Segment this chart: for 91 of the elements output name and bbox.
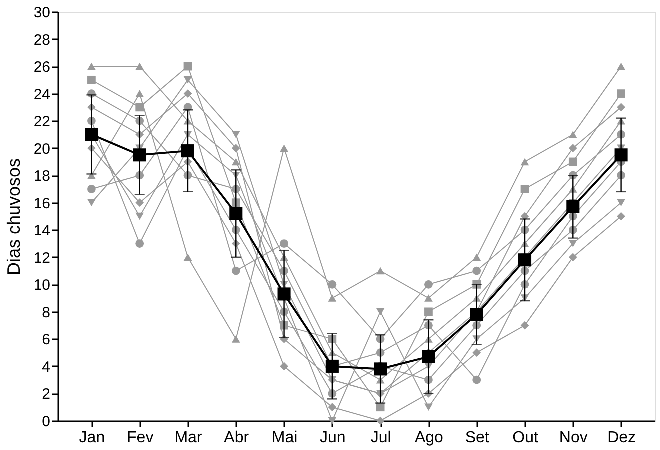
point — [520, 158, 530, 166]
point — [136, 103, 144, 112]
point — [232, 158, 240, 166]
point — [568, 240, 578, 248]
point — [518, 254, 532, 267]
x-tick-label: Jun — [320, 430, 346, 446]
point — [88, 76, 96, 84]
point — [278, 288, 291, 301]
y-tick-label: 18 — [34, 168, 50, 186]
point — [376, 267, 385, 275]
point — [470, 308, 484, 322]
point — [376, 416, 385, 426]
point — [184, 90, 192, 98]
x-tick-label: Mar — [174, 430, 203, 446]
y-tick-label: 30 — [34, 4, 50, 22]
point — [568, 253, 578, 262]
y-tick-label: 12 — [34, 250, 50, 267]
point — [614, 148, 628, 162]
point — [232, 336, 240, 343]
point — [328, 403, 337, 412]
point — [520, 185, 530, 194]
y-tick-label: 14 — [34, 222, 50, 240]
y-tick-label: 8 — [42, 304, 50, 322]
x-tick-label: Jan — [79, 430, 106, 446]
point — [617, 62, 626, 70]
point — [85, 128, 98, 142]
point — [328, 280, 337, 289]
point — [280, 144, 288, 152]
point — [181, 144, 195, 158]
point — [184, 254, 192, 262]
point — [566, 200, 580, 214]
point — [136, 212, 144, 220]
point — [617, 199, 626, 206]
y-tick-label: 24 — [34, 86, 50, 104]
y-tick-label: 26 — [34, 59, 50, 76]
point — [424, 294, 433, 302]
point — [520, 321, 530, 330]
point — [328, 294, 337, 302]
point — [376, 308, 385, 316]
y-axis-title: Dias chuvosos — [4, 158, 24, 276]
x-tick-label: Ago — [414, 430, 444, 446]
point — [472, 348, 482, 358]
point — [617, 103, 626, 112]
point — [424, 404, 433, 411]
point — [232, 266, 240, 276]
point — [136, 62, 144, 70]
point — [374, 362, 388, 376]
point — [184, 76, 192, 84]
point — [424, 308, 433, 316]
point — [232, 144, 240, 153]
point — [88, 62, 96, 70]
y-tick-label: 0 — [42, 414, 50, 430]
point — [230, 207, 243, 220]
x-tick-label: Dez — [608, 430, 636, 446]
x-tick-label: Set — [465, 430, 490, 446]
point — [328, 417, 337, 425]
x-tick-label: Fev — [127, 430, 154, 446]
y-tick-label: 2 — [42, 386, 50, 404]
x-tick-label: Abr — [224, 430, 250, 446]
y-tick-label: 16 — [34, 195, 50, 212]
point — [472, 266, 482, 276]
y-tick-label: 4 — [42, 358, 50, 376]
y-tick-label: 6 — [42, 332, 50, 349]
point — [136, 240, 144, 248]
x-tick-label: Mai — [272, 430, 298, 446]
point — [422, 350, 436, 364]
point — [133, 148, 146, 162]
point — [617, 212, 626, 221]
point — [88, 199, 96, 206]
point — [136, 198, 144, 208]
point — [568, 158, 578, 166]
point — [326, 360, 339, 373]
point — [568, 131, 578, 138]
point — [280, 362, 288, 371]
point — [280, 240, 288, 248]
y-tick-label: 10 — [34, 277, 50, 294]
point — [232, 131, 240, 138]
point — [424, 280, 433, 289]
y-tick-label: 20 — [34, 140, 50, 158]
x-tick-label: Out — [512, 430, 539, 446]
point — [617, 90, 626, 98]
x-tick-label: Jul — [370, 430, 392, 446]
y-tick-label: 22 — [34, 114, 50, 131]
point — [88, 185, 96, 194]
x-tick-label: Nov — [559, 430, 588, 446]
point — [184, 62, 192, 71]
point — [472, 376, 482, 384]
point — [136, 90, 144, 98]
point — [568, 144, 578, 153]
point — [472, 254, 482, 262]
y-tick-label: 28 — [34, 32, 50, 49]
